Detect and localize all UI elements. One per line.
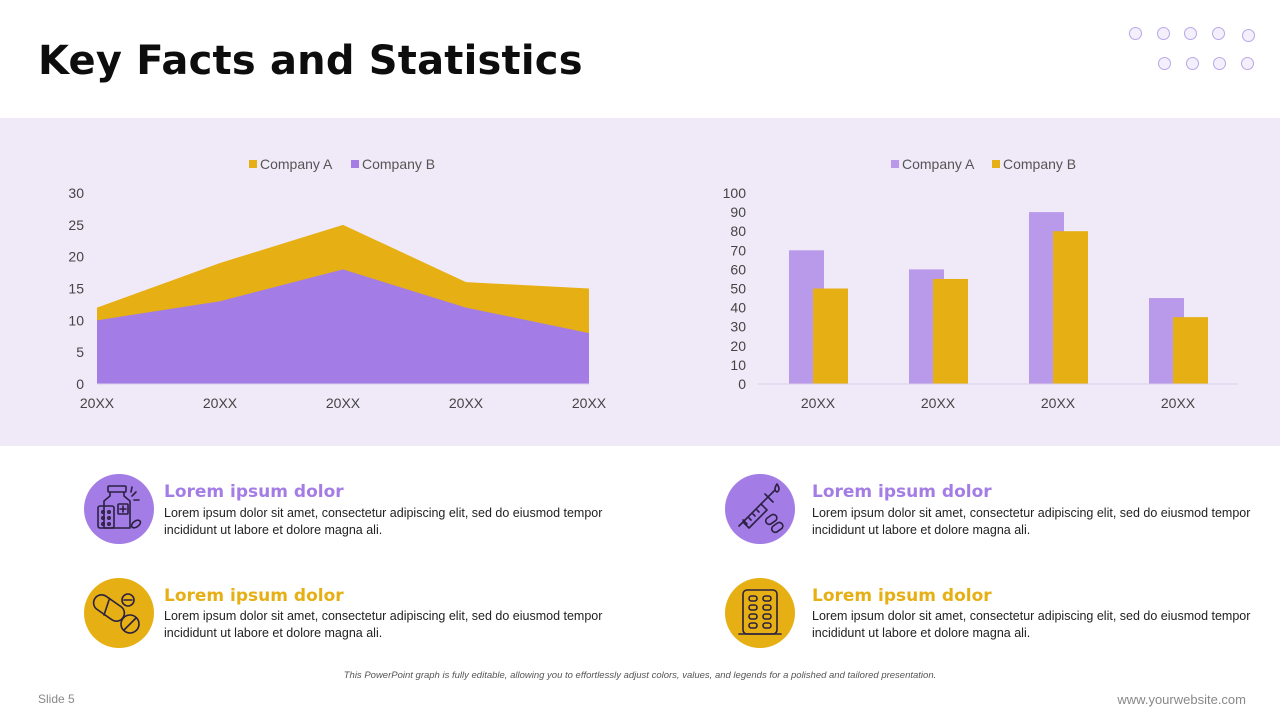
website-link[interactable]: www.yourwebsite.com <box>1117 692 1246 707</box>
item-heading: Lorem ipsum dolor <box>164 482 344 502</box>
slide-number: Slide 5 <box>38 692 75 706</box>
y-tick-label: 20 <box>730 338 746 354</box>
x-tick-label: 20XX <box>921 395 956 411</box>
x-tick-label: 20XX <box>1161 395 1196 411</box>
y-tick-label: 25 <box>68 217 84 233</box>
footnote: This PowerPoint graph is fully editable,… <box>343 670 937 681</box>
area-chart: Company A Company B 0 5 10 15 20 25 30 20XX 20XX 2… <box>68 156 607 411</box>
bar-company-b <box>813 288 848 384</box>
item-heading: Lorem ipsum dolor <box>812 482 992 502</box>
x-tick-label: 20XX <box>801 395 836 411</box>
item-body: Lorem ipsum dolor sit amet, consectetur … <box>812 506 1251 537</box>
y-tick-label: 0 <box>76 376 84 392</box>
y-tick-label: 70 <box>730 242 746 258</box>
y-tick-label: 15 <box>68 281 84 297</box>
item-body: Lorem ipsum dolor sit amet, consectetur … <box>812 609 1251 640</box>
legend-label: Company B <box>362 156 435 172</box>
y-tick-label: 5 <box>76 344 84 360</box>
y-tick-label: 30 <box>730 319 746 335</box>
legend-swatch <box>992 160 1000 168</box>
decorative-dots <box>1120 20 1270 80</box>
x-tick-label: 20XX <box>326 395 361 411</box>
y-tick-label: 10 <box>730 357 746 373</box>
y-tick-label: 20 <box>68 249 84 265</box>
x-tick-label: 20XX <box>572 395 607 411</box>
y-tick-label: 30 <box>68 185 84 201</box>
legend-swatch <box>891 160 899 168</box>
y-tick-label: 40 <box>730 300 746 316</box>
medicine-bottle-icon <box>84 474 154 544</box>
y-tick-label: 90 <box>730 204 746 220</box>
item-heading: Lorem ipsum dolor <box>812 586 992 606</box>
legend-label: Company A <box>260 156 333 172</box>
bar-company-b <box>1053 231 1088 384</box>
y-tick-label: 0 <box>738 376 746 392</box>
legend-label: Company B <box>1003 156 1076 172</box>
x-tick-label: 20XX <box>203 395 238 411</box>
bar-company-b <box>933 278 968 384</box>
x-tick-label: 20XX <box>1041 395 1076 411</box>
capsules-icon <box>84 578 154 648</box>
pill-blister-icon <box>725 578 795 648</box>
y-tick-label: 80 <box>730 223 746 239</box>
x-tick-label: 20XX <box>449 395 484 411</box>
bar-chart: Company A Company B 0 10 20 30 40 50 60 70 80 90 10… <box>723 156 1238 411</box>
legend-label: Company A <box>902 156 975 172</box>
area-series-company-b <box>97 269 589 384</box>
syringe-pills-icon <box>725 474 795 544</box>
item-body: Lorem ipsum dolor sit amet, consectetur … <box>164 609 603 640</box>
y-tick-label: 100 <box>723 185 747 201</box>
x-tick-label: 20XX <box>80 395 115 411</box>
area-chart-legend: Company A Company B <box>249 156 435 172</box>
y-tick-label: 10 <box>68 312 84 328</box>
bar-chart-legend: Company A Company B <box>891 156 1076 172</box>
legend-swatch <box>249 160 257 168</box>
item-heading: Lorem ipsum dolor <box>164 586 344 606</box>
item-body: Lorem ipsum dolor sit amet, consectetur … <box>164 506 603 537</box>
legend-swatch <box>351 160 359 168</box>
page-title: Key Facts and Statistics <box>38 38 583 84</box>
y-tick-label: 50 <box>730 281 746 297</box>
bar-company-b <box>1173 317 1208 384</box>
y-tick-label: 60 <box>730 261 746 277</box>
